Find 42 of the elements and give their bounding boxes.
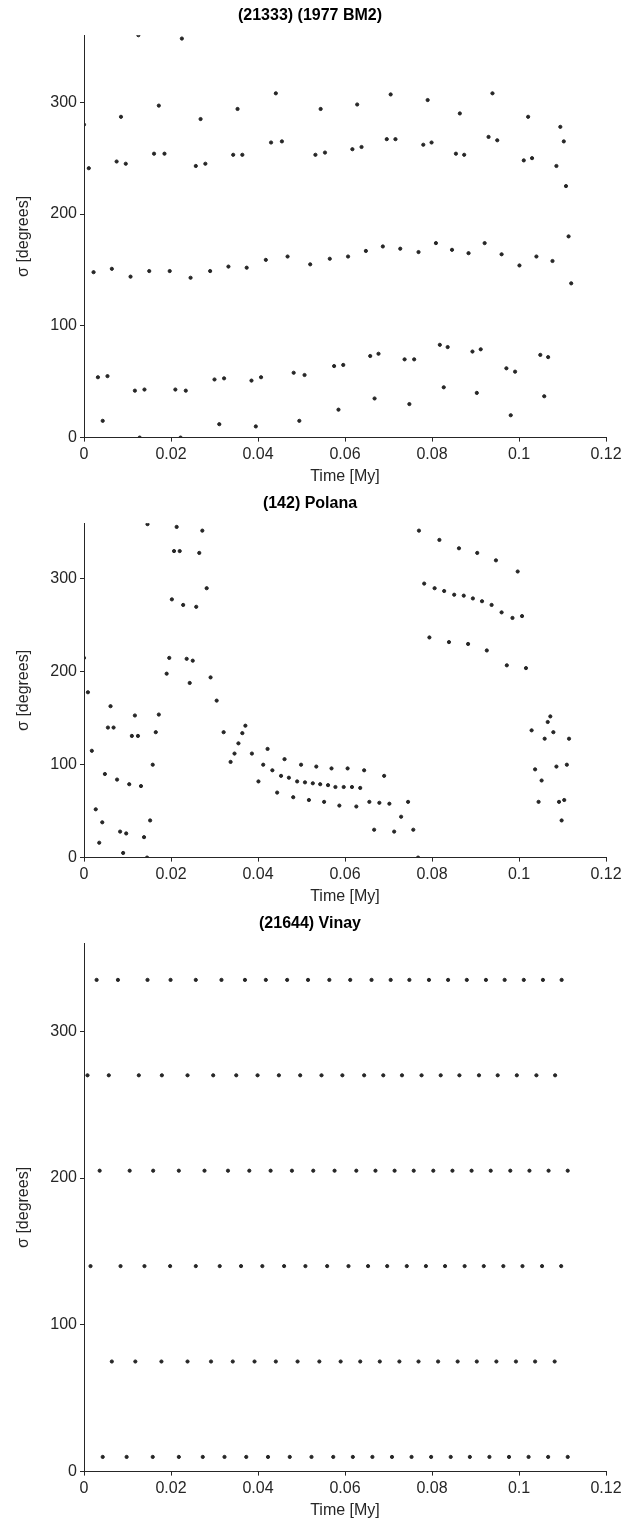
y-tick-label: 0 xyxy=(68,1462,78,1480)
x-tick-label: 0.08 xyxy=(416,1478,448,1496)
y-tick-label: 0 xyxy=(68,848,78,866)
x-tick-label: 0.1 xyxy=(507,444,531,462)
x-tick-label: 0.04 xyxy=(242,444,274,462)
x-tick-label: 0.1 xyxy=(507,1478,531,1496)
x-tick-label: 0.02 xyxy=(155,444,187,462)
x-tick-label: 0.06 xyxy=(329,1478,361,1496)
y-tick-label: 300 xyxy=(50,92,78,110)
x-axis-title: Time [My] xyxy=(310,466,380,484)
y-tick-label: 200 xyxy=(50,1168,78,1186)
y-tick-label: 100 xyxy=(50,1315,78,1333)
x-tick-label: 0.02 xyxy=(155,864,187,882)
y-tick-label: 100 xyxy=(50,755,78,773)
x-tick-label: 0 xyxy=(79,444,89,462)
chart-title: (142) Polana xyxy=(262,494,358,512)
x-axis-title: Time [My] xyxy=(310,886,380,904)
chart-title: (21333) (1977 BM2) xyxy=(237,6,383,24)
y-tick-label: 200 xyxy=(50,662,78,680)
chart-title: (21644) Vinay xyxy=(259,914,362,932)
x-tick-label: 0.12 xyxy=(590,444,622,462)
y-tick-label: 300 xyxy=(50,1021,78,1039)
x-tick-label: 0.12 xyxy=(590,864,622,882)
x-tick-label: 0.02 xyxy=(155,1478,187,1496)
y-axis-title: σ [degrees] xyxy=(14,195,32,277)
x-tick-label: 0.04 xyxy=(242,864,274,882)
x-tick-label: 0.1 xyxy=(507,864,531,882)
x-tick-label: 0.04 xyxy=(242,1478,274,1496)
y-tick-label: 200 xyxy=(50,204,78,222)
x-tick-label: 0.06 xyxy=(329,444,361,462)
x-axis-title: Time [My] xyxy=(310,1500,380,1518)
x-tick-label: 0.06 xyxy=(329,864,361,882)
y-axis-title: σ [degrees] xyxy=(14,1166,32,1248)
x-tick-label: 0 xyxy=(79,1478,89,1496)
y-axis-title: σ [degrees] xyxy=(14,649,32,731)
x-tick-label: 0.08 xyxy=(416,864,448,882)
y-tick-label: 300 xyxy=(50,569,78,587)
x-tick-label: 0.12 xyxy=(590,1478,622,1496)
x-tick-label: 0 xyxy=(79,864,89,882)
y-tick-label: 0 xyxy=(68,428,78,446)
x-tick-label: 0.08 xyxy=(416,444,448,462)
y-tick-label: 100 xyxy=(50,316,78,334)
